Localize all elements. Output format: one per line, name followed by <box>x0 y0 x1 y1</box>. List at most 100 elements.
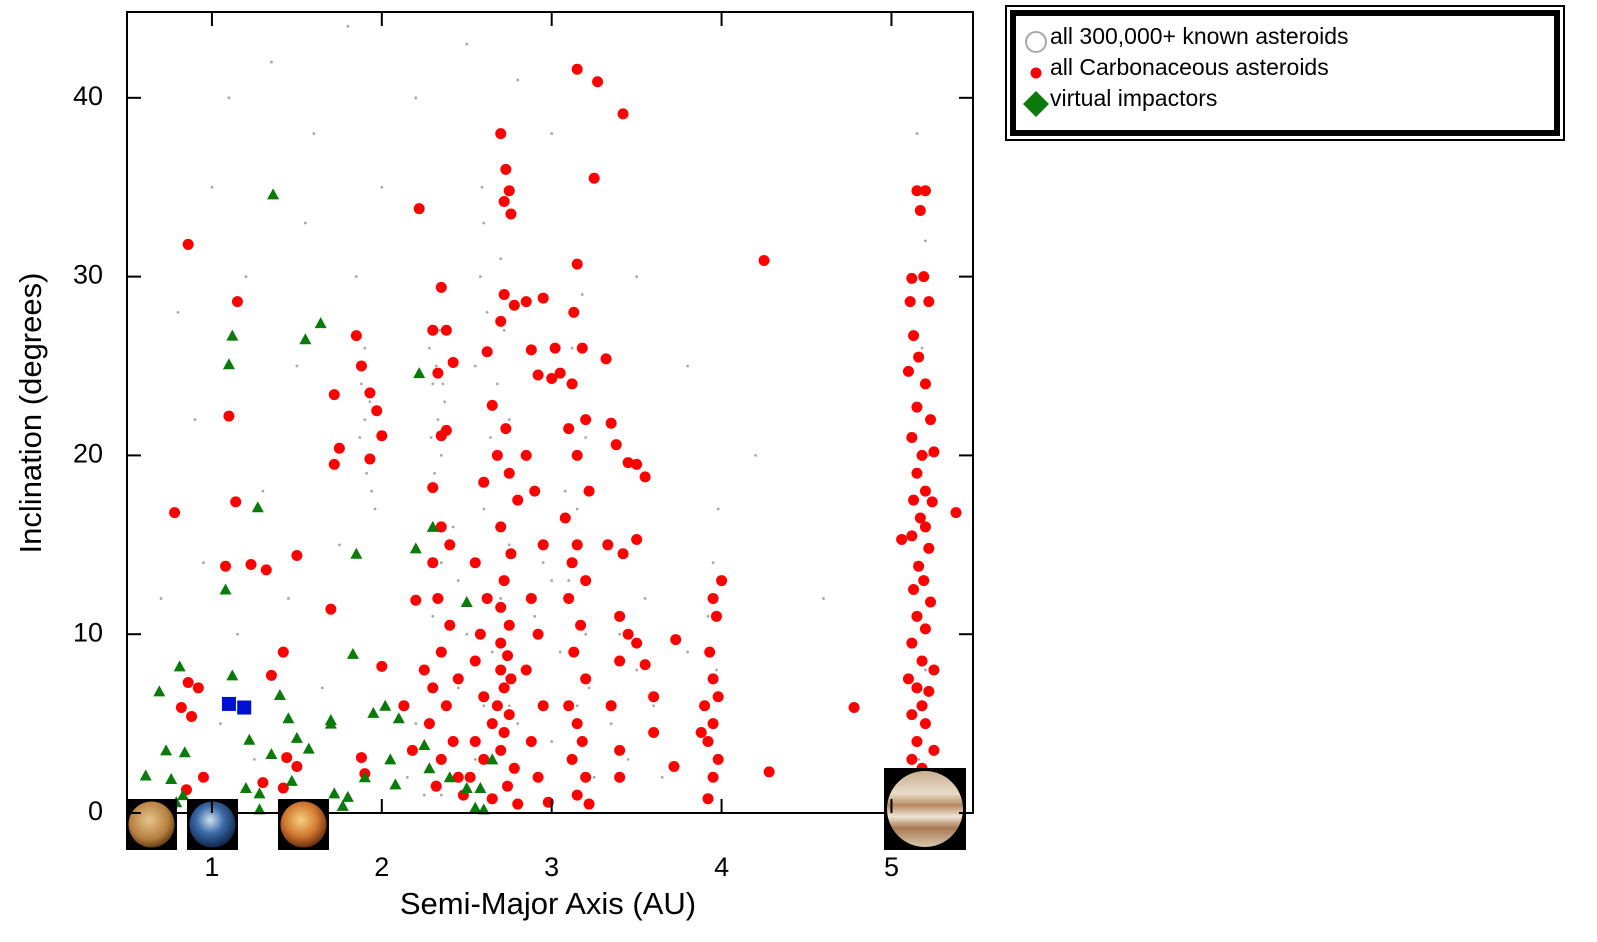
data-point <box>614 610 626 622</box>
data-point <box>346 24 350 28</box>
data-point <box>908 584 920 596</box>
data-point <box>926 496 938 508</box>
data-point <box>299 333 312 345</box>
data-point <box>482 221 486 225</box>
data-point <box>418 739 431 751</box>
data-point <box>495 601 507 613</box>
data-point <box>175 702 187 714</box>
data-point <box>360 382 363 386</box>
data-point <box>614 655 626 667</box>
data-point <box>495 521 507 533</box>
data-point <box>699 700 711 712</box>
data-point <box>911 610 923 622</box>
legend-items: all 300,000+ known asteroids all Carbonac… <box>1023 23 1349 117</box>
data-point <box>245 558 257 570</box>
data-point <box>580 414 592 426</box>
data-point <box>580 771 592 783</box>
series-group <box>221 696 252 715</box>
data-point <box>618 632 622 636</box>
data-point <box>491 700 503 712</box>
data-point <box>432 367 444 379</box>
data-point <box>473 757 477 761</box>
data-point <box>435 753 447 765</box>
data-point <box>508 299 520 311</box>
data-point <box>328 458 340 470</box>
data-point <box>916 700 928 712</box>
series-group <box>159 24 931 797</box>
data-point <box>520 296 532 308</box>
data-point <box>173 660 186 672</box>
data-point <box>451 525 455 529</box>
data-point <box>431 382 435 386</box>
data-point <box>707 718 719 730</box>
data-point <box>906 530 918 542</box>
data-point <box>541 561 545 565</box>
data-point <box>712 753 724 765</box>
data-point <box>754 454 757 457</box>
data-point <box>516 78 520 82</box>
data-point <box>489 436 492 439</box>
data-point <box>427 682 439 694</box>
data-point <box>635 668 639 672</box>
data-point <box>906 709 918 721</box>
data-point <box>441 382 445 386</box>
x-axis-label: Semi-Major Axis (AU) <box>400 886 696 921</box>
data-point <box>478 691 490 703</box>
data-point <box>423 718 435 730</box>
data-point <box>563 592 575 604</box>
x-tick-label: 1 <box>204 852 219 882</box>
data-point <box>500 423 512 435</box>
data-point <box>571 718 583 730</box>
data-point <box>575 704 579 708</box>
data-point <box>435 281 447 293</box>
data-point <box>626 757 630 761</box>
data-point <box>635 275 639 279</box>
data-point <box>153 685 166 697</box>
legend-marker <box>1030 67 1042 79</box>
data-point <box>559 512 571 524</box>
data-point <box>919 485 931 497</box>
data-point <box>919 185 931 197</box>
data-point <box>239 781 252 793</box>
data-point <box>928 664 940 676</box>
data-point <box>169 507 181 519</box>
data-point <box>465 632 469 636</box>
data-point <box>379 699 392 711</box>
data-point <box>913 560 925 572</box>
data-point <box>219 722 222 726</box>
data-point <box>486 718 498 730</box>
data-point <box>617 108 629 120</box>
data-point <box>707 673 719 685</box>
data-point <box>707 592 719 604</box>
data-point <box>563 423 575 435</box>
data-point <box>223 410 235 422</box>
series-group <box>139 188 499 815</box>
y-tick-label: 0 <box>88 796 103 826</box>
data-point <box>503 619 515 631</box>
data-point <box>469 735 481 747</box>
data-point <box>231 296 243 308</box>
data-point <box>490 650 494 654</box>
data-point <box>447 735 459 747</box>
data-point <box>505 548 517 560</box>
data-point <box>707 771 719 783</box>
data-point <box>368 400 372 404</box>
data-point <box>588 172 600 184</box>
data-point <box>505 208 517 220</box>
data-point <box>919 623 931 635</box>
data-point <box>918 271 930 283</box>
data-point <box>614 771 626 783</box>
data-point <box>265 669 277 681</box>
data-point <box>923 542 935 554</box>
data-point <box>440 324 452 336</box>
data-point <box>236 632 239 636</box>
data-point <box>295 364 299 368</box>
data-point <box>355 360 367 372</box>
data-point <box>610 439 622 451</box>
data-point <box>482 704 486 708</box>
data-point <box>505 673 517 685</box>
data-point <box>902 365 914 377</box>
data-point <box>398 700 410 712</box>
data-point <box>584 632 588 636</box>
data-point <box>622 628 634 640</box>
